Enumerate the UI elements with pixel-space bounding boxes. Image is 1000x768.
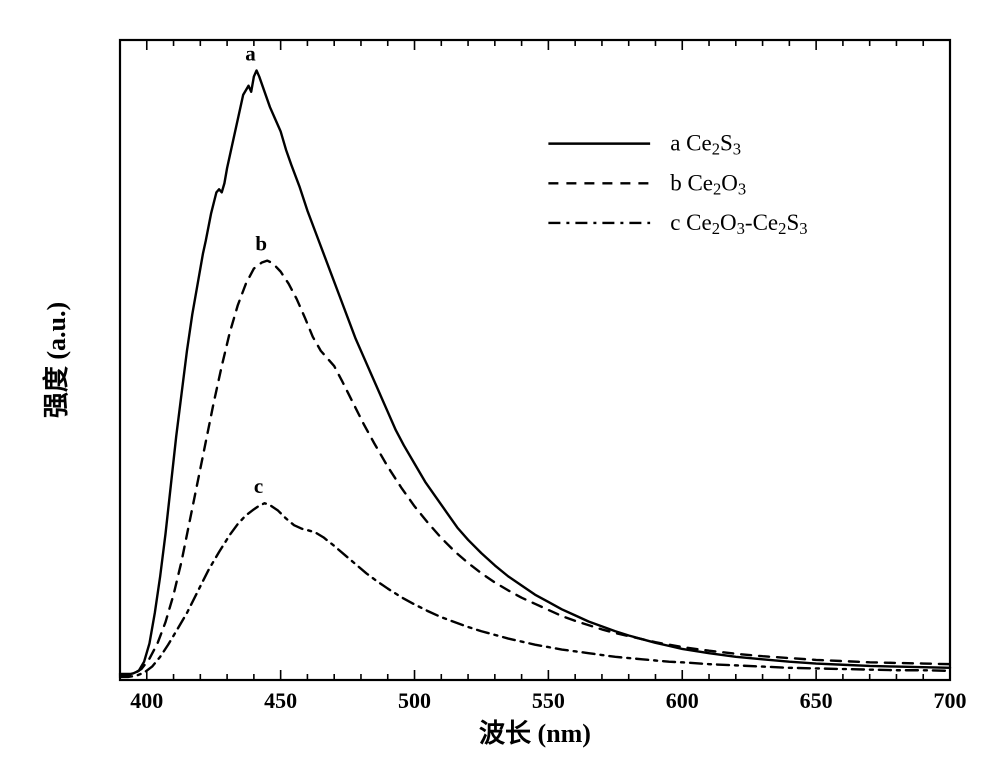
x-tick-label: 650 xyxy=(800,688,833,713)
peak-label-c: c xyxy=(254,474,263,498)
y-axis-label: 强度 (a.u.) xyxy=(41,302,71,418)
plot-frame xyxy=(120,40,950,680)
chart-svg: 400 450 500 550 600 650 700 波长 (nm) 强度 (a.u.) a b c… xyxy=(0,0,1000,768)
x-tick-label: 400 xyxy=(130,688,163,713)
chart-container: 400 450 500 550 600 650 700 波长 (nm) 强度 (a.u.) a b c… xyxy=(0,0,1000,768)
legend-label-a: a Ce2S3 xyxy=(670,131,741,159)
x-tick-label: 450 xyxy=(264,688,297,713)
legend-label-b: b Ce2O3 xyxy=(670,170,746,198)
x-tick-label: 500 xyxy=(398,688,431,713)
x-tick-label: 700 xyxy=(934,688,967,713)
peak-label-a: a xyxy=(245,41,256,65)
x-axis-label: 波长 (nm) xyxy=(479,719,591,748)
peak-label-b: b xyxy=(255,232,267,256)
x-tick-label: 600 xyxy=(666,688,699,713)
x-tick-label: 550 xyxy=(532,688,565,713)
